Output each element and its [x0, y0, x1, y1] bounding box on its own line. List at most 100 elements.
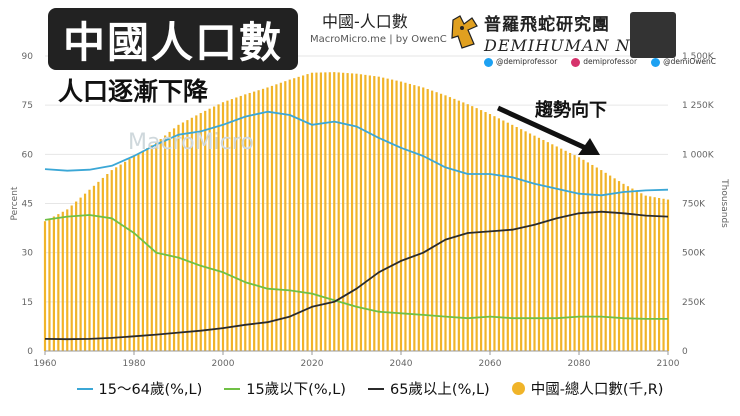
chart-title: 中國-人口數: [322, 12, 408, 31]
population-bar: [83, 193, 87, 351]
legend-swatch: [224, 387, 241, 390]
population-bar: [79, 197, 82, 351]
population-bar: [342, 72, 345, 352]
population-bar: [520, 129, 523, 351]
legend-item-population[interactable]: 中國-總人口數(千,R): [511, 378, 664, 399]
working-age-line: [44, 110, 669, 197]
brand-name: 普羅飛蛇研究團: [484, 15, 610, 35]
population-bar: [515, 126, 518, 351]
population-bar: [391, 79, 394, 351]
y-right-tick-label: 0: [682, 347, 688, 357]
x-tick-label: 1980: [123, 359, 146, 369]
x-tick-label: 2000: [212, 359, 235, 369]
social-handle-text: @demiOwenC: [663, 57, 716, 66]
social-handle-twitter-1[interactable]: @demiprofessor: [484, 57, 557, 67]
legend-item-working-age[interactable]: 15～64歲(%,L): [76, 378, 203, 399]
y-right-tick-label: 1 250K: [682, 101, 715, 111]
chart-legend: 15～64歲(%,L) 15歲以下(%,L) 65歲以上(%,L) 中國-總人口…: [0, 378, 740, 399]
population-bar: [488, 114, 492, 352]
legend-label: 15～64歲(%,L): [98, 382, 203, 398]
population-bar: [604, 172, 607, 351]
series-lines: [44, 110, 669, 341]
population-bar: [43, 221, 47, 351]
population-bar: [595, 167, 598, 351]
population-bar: [395, 80, 398, 351]
population-bar: [230, 99, 233, 351]
trend-arrow-shaft: [496, 105, 592, 153]
y-left-tick-label: 60: [22, 150, 34, 160]
legend-swatch: [511, 382, 525, 395]
population-bar: [653, 197, 656, 351]
population-bar: [106, 174, 109, 351]
population-bar: [493, 116, 496, 352]
population-bar: [546, 142, 549, 351]
population-bar: [253, 91, 256, 351]
population-bar: [181, 122, 185, 352]
brand-nft: DEMIHUMAN NFT: [484, 36, 655, 55]
population-bar: [177, 124, 180, 351]
population-bar: [413, 85, 416, 352]
population-bar: [640, 193, 643, 351]
population-bar: [119, 164, 122, 351]
twitter-icon: [484, 57, 493, 67]
population-bar: [319, 72, 322, 352]
x-tick-label: 2060: [479, 359, 502, 369]
population-bar: [337, 72, 340, 351]
population-bar: [190, 117, 193, 352]
population-bars: [43, 72, 670, 352]
population-bar: [66, 209, 69, 351]
population-bar: [364, 74, 367, 351]
population-bar: [261, 88, 265, 352]
population-bar: [435, 92, 438, 351]
population-bar: [346, 73, 349, 351]
population-bar: [217, 104, 220, 351]
population-bar: [444, 95, 447, 351]
population-bar: [502, 120, 505, 351]
y-right-tick-label: 1 000K: [682, 150, 715, 160]
social-handle-instagram[interactable]: demiprofessor: [571, 57, 637, 67]
population-bar: [551, 144, 554, 351]
population-bar: [164, 135, 167, 351]
population-bar: [279, 82, 282, 351]
population-bar: [658, 197, 661, 351]
population-bar: [293, 78, 296, 352]
population-bar: [226, 100, 229, 351]
population-bar: [168, 131, 171, 351]
population-bar: [110, 170, 113, 351]
social-handle-twitter-2[interactable]: @demiOwenC: [651, 57, 716, 67]
population-bar: [333, 72, 336, 352]
population-bar: [172, 128, 176, 351]
instagram-icon: [571, 57, 581, 67]
population-bar: [564, 150, 567, 351]
population-bar: [306, 74, 309, 352]
population-bar: [368, 75, 371, 351]
population-bar: [124, 161, 127, 351]
y-right-tick-label: 1 500K: [682, 52, 715, 62]
population-bar: [475, 108, 478, 351]
legend-item-youth[interactable]: 15歲以下(%,L): [224, 378, 346, 399]
population-bar: [48, 218, 51, 351]
population-bar: [462, 102, 465, 351]
x-tick-label: 1960: [34, 359, 57, 369]
trend-annotation: 趨勢向下: [535, 100, 607, 121]
legend-label: 中國-總人口數(千,R): [530, 382, 664, 398]
population-bar: [586, 162, 589, 351]
social-handles: @demiprofessor demiprofessor @demiOwenC: [484, 57, 716, 67]
population-bar: [88, 189, 91, 351]
y-left-tick-label: 15: [22, 298, 33, 308]
population-bar: [213, 106, 216, 351]
legend-item-elderly[interactable]: 65歲以上(%,L): [367, 378, 490, 399]
population-bar: [480, 110, 483, 351]
population-bar: [497, 118, 500, 352]
population-bar: [52, 216, 55, 351]
population-bar: [97, 181, 100, 351]
population-bar: [386, 78, 389, 351]
population-bar: [355, 73, 358, 351]
population-bar: [453, 98, 456, 351]
population-bar: [302, 75, 305, 351]
population-bar: [666, 199, 670, 351]
x-tick-label: 2040: [390, 359, 413, 369]
population-bar: [457, 100, 460, 351]
population-bar: [359, 74, 363, 351]
x-tick-label: 2020: [301, 359, 324, 369]
